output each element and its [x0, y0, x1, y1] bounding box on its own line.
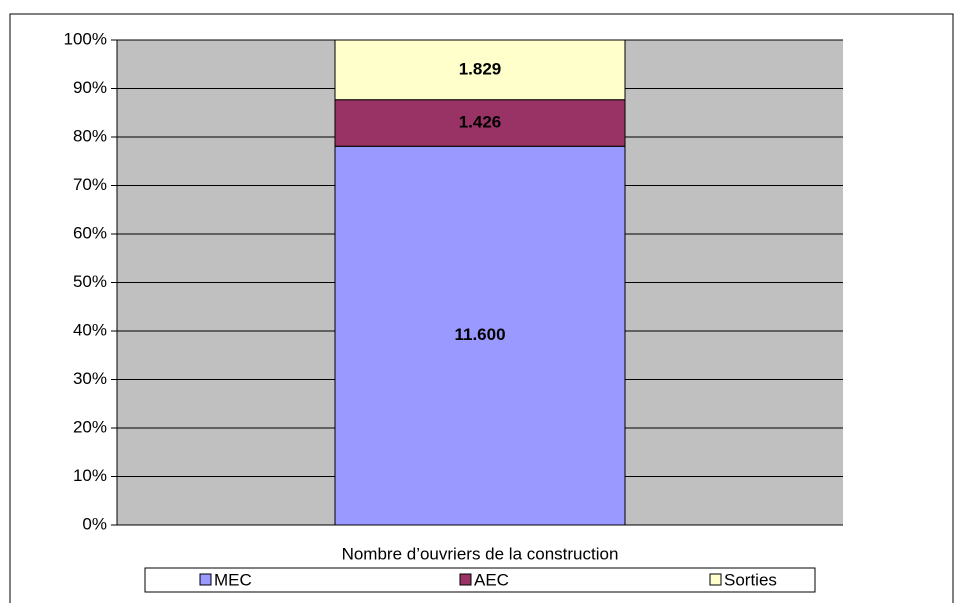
y-tick-label: 20%: [73, 417, 107, 436]
legend-swatch: [199, 573, 212, 586]
y-tick-label: 100%: [64, 29, 107, 48]
y-tick-label: 30%: [73, 369, 107, 388]
legend-swatch: [459, 573, 472, 586]
y-tick-label: 90%: [73, 78, 107, 97]
y-tick-label: 0%: [82, 514, 107, 533]
x-axis-title: Nombre d’ouvriers de la construction: [342, 544, 619, 563]
legend-label: MEC: [214, 570, 252, 589]
data-label: 1.426: [459, 112, 502, 131]
y-tick-label: 80%: [73, 126, 107, 145]
data-label: 11.600: [454, 325, 505, 344]
data-label: 1.829: [459, 59, 502, 78]
y-tick-label: 70%: [73, 175, 107, 194]
legend-swatch: [709, 573, 722, 586]
y-tick-label: 60%: [73, 223, 107, 242]
y-tick-label: 50%: [73, 272, 107, 291]
bar-segment: [334, 99, 626, 147]
bar-segment: [334, 145, 626, 526]
legend-label: Sorties: [724, 570, 777, 589]
legend-label: AEC: [474, 570, 509, 589]
y-tick-label: 40%: [73, 320, 107, 339]
y-tick-label: 10%: [73, 466, 107, 485]
bar-segment: [334, 39, 626, 101]
legend-box: [144, 567, 816, 593]
